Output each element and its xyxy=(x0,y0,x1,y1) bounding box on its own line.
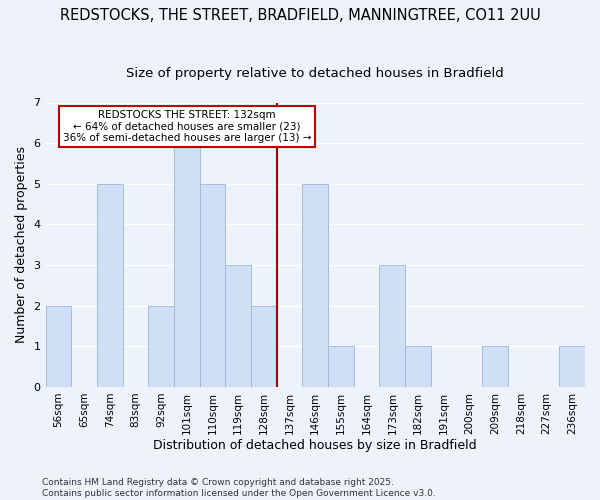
Bar xyxy=(328,346,354,387)
Title: Size of property relative to detached houses in Bradfield: Size of property relative to detached ho… xyxy=(127,68,504,80)
Bar xyxy=(379,265,405,387)
Bar xyxy=(251,306,277,387)
Y-axis label: Number of detached properties: Number of detached properties xyxy=(15,146,28,343)
Bar xyxy=(174,143,200,387)
Bar xyxy=(46,306,71,387)
Bar xyxy=(302,184,328,387)
Bar xyxy=(559,346,585,387)
X-axis label: Distribution of detached houses by size in Bradfield: Distribution of detached houses by size … xyxy=(154,440,477,452)
Text: REDSTOCKS THE STREET: 132sqm
← 64% of detached houses are smaller (23)
36% of se: REDSTOCKS THE STREET: 132sqm ← 64% of de… xyxy=(62,110,311,143)
Text: REDSTOCKS, THE STREET, BRADFIELD, MANNINGTREE, CO11 2UU: REDSTOCKS, THE STREET, BRADFIELD, MANNIN… xyxy=(59,8,541,22)
Bar xyxy=(405,346,431,387)
Bar xyxy=(226,265,251,387)
Text: Contains HM Land Registry data © Crown copyright and database right 2025.
Contai: Contains HM Land Registry data © Crown c… xyxy=(42,478,436,498)
Bar xyxy=(482,346,508,387)
Bar xyxy=(148,306,174,387)
Bar xyxy=(97,184,122,387)
Bar xyxy=(200,184,226,387)
